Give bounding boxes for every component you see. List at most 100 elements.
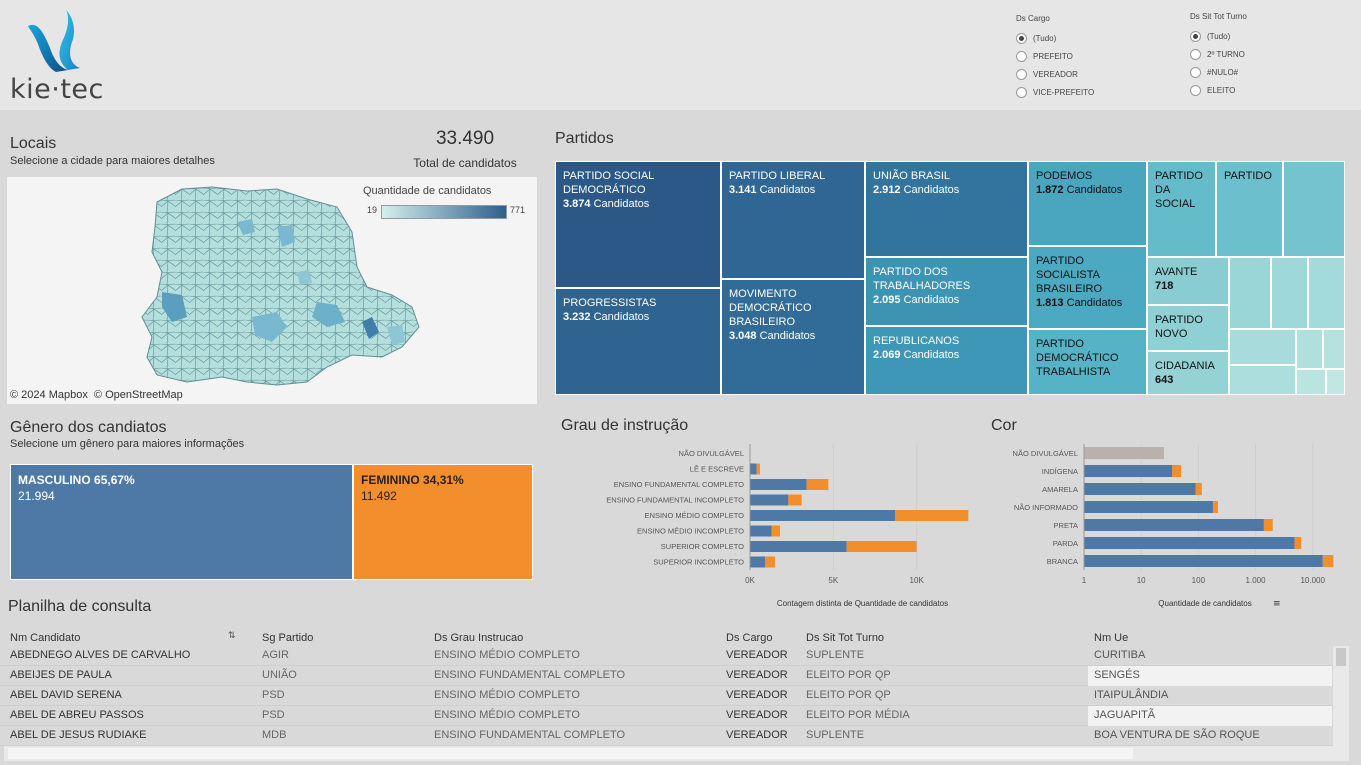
- x-axis-label: Quantidade de candidatos: [1158, 599, 1251, 608]
- horizontal-scrollbar[interactable]: [4, 746, 1349, 761]
- table-row[interactable]: ABEL DE JESUS RUDIAKE MDB ENSINO FUNDAME…: [0, 726, 1333, 746]
- treemap-cell-unit: Candidatos: [593, 198, 650, 210]
- treemap-cell-psb[interactable]: PARTIDO SOCIALISTA BRASILEIRO 1.813 Cand…: [1028, 246, 1147, 329]
- treemap-cell-small[interactable]: [1283, 161, 1345, 257]
- treemap-cell-partido-da-social[interactable]: PARTIDO DA SOCIAL: [1147, 161, 1216, 257]
- x-tick-label: 10K: [910, 576, 925, 585]
- col-header-sg-partido[interactable]: Sg Partido: [262, 632, 314, 644]
- treemap-cell-small[interactable]: [1308, 257, 1345, 329]
- treemap-cell-pdt[interactable]: PARTIDO DEMOCRÁTICO TRABALHISTA: [1028, 329, 1147, 395]
- vertical-scrollbar-thumb[interactable]: [1336, 648, 1346, 666]
- treemap-cell-unit: Candidatos: [593, 311, 650, 323]
- treemap-cell-pl[interactable]: PARTIDO LIBERAL 3.141 Candidatos: [721, 161, 865, 279]
- treemap-cell-psd[interactable]: PARTIDO SOCIAL DEMOCRÁTICO 3.874 Candida…: [555, 161, 721, 288]
- genero-subtitle: Selecione um gênero para maiores informa…: [10, 438, 245, 450]
- map[interactable]: Quantidade de candidatos 19 771 © 2024 M…: [7, 177, 537, 404]
- cell-nm-candidato: ABEL DE JESUS RUDIAKE: [10, 729, 147, 741]
- genero-feminino[interactable]: FEMININO 34,31% 11.492: [353, 464, 533, 580]
- y-tick-label: ENSINO FUNDAMENTAL COMPLETO: [614, 480, 744, 489]
- treemap-cell-mdb[interactable]: MOVIMENTO DEMOCRÁTICO BRASILEIRO 3.048 C…: [721, 279, 865, 395]
- treemap-cell-small[interactable]: [1229, 257, 1271, 329]
- treemap-cell-value: 3.874: [563, 198, 591, 210]
- col-header-nm-candidato[interactable]: Nm Candidato: [10, 632, 81, 644]
- radio-selected-icon[interactable]: [1190, 30, 1201, 42]
- treemap-cell-republicanos[interactable]: REPUBLICANOS 2.069 Candidatos: [865, 326, 1028, 395]
- treemap-cell-partido[interactable]: PARTIDO: [1216, 161, 1283, 257]
- treemap-cell-pp[interactable]: PROGRESSISTAS 3.232 Candidatos: [555, 288, 721, 395]
- col-header-ds-grau[interactable]: Ds Grau Instrucao: [434, 632, 524, 644]
- logo: [22, 8, 92, 78]
- total-label: Total de candidatos: [413, 156, 517, 170]
- y-tick-label: BRANCA: [1047, 557, 1078, 566]
- filter-turno-option[interactable]: (Tudo): [1190, 27, 1330, 45]
- treemap-cell-unit: Candidatos: [759, 184, 816, 196]
- sort-icon[interactable]: ≡: [1273, 599, 1281, 609]
- treemap-cell-small[interactable]: [1323, 329, 1345, 369]
- cell-sg-partido: PSD: [262, 689, 285, 701]
- bar: [1084, 501, 1213, 513]
- filter-cargo-option-label: (Tudo): [1033, 33, 1057, 43]
- genero-masculino[interactable]: MASCULINO 65,67% 21.994: [10, 464, 353, 580]
- table-row[interactable]: ABEL DAVID SERENA PSD ENSINO MÉDIO COMPL…: [0, 686, 1333, 706]
- filter-turno-option[interactable]: #NULO#: [1190, 63, 1330, 81]
- treemap-cell-small[interactable]: [1296, 329, 1323, 369]
- radio-icon[interactable]: [1016, 50, 1027, 62]
- vertical-scrollbar[interactable]: [1333, 646, 1349, 746]
- radio-icon[interactable]: [1016, 68, 1027, 80]
- horizontal-scrollbar-thumb[interactable]: [8, 748, 1133, 759]
- genero-masculino-label: MASCULINO: [18, 473, 91, 487]
- treemap-cell-novo[interactable]: PARTIDO NOVO: [1147, 305, 1229, 351]
- bar: [806, 479, 829, 490]
- col-header-ds-sit[interactable]: Ds Sit Tot Turno: [806, 632, 885, 644]
- cell-ds-sit: ELEITO POR QP: [806, 669, 891, 681]
- treemap-cell-podemos[interactable]: PODEMOS 1.872 Candidatos: [1028, 161, 1147, 246]
- treemap-cell-unit: Candidatos: [903, 349, 960, 361]
- treemap-cell-small[interactable]: [1271, 257, 1308, 329]
- filter-cargo: Ds Cargo (Tudo) PREFEITO VEREADOR VICE-P…: [1016, 14, 1156, 101]
- table-row[interactable]: ABEIJES DE PAULA UNIÃO ENSINO FUNDAMENTA…: [0, 666, 1333, 686]
- treemap-cell-unit: Candidatos: [759, 330, 816, 342]
- filter-turno-option[interactable]: ELEITO: [1190, 81, 1330, 99]
- bar: [1195, 483, 1202, 495]
- filter-cargo-option[interactable]: VICE-PREFEITO: [1016, 83, 1156, 101]
- treemap-cell-small[interactable]: [1229, 365, 1296, 395]
- filter-cargo-option[interactable]: VEREADOR: [1016, 65, 1156, 83]
- treemap-cell-name: AVANTE: [1155, 266, 1198, 278]
- table-row[interactable]: ABEDNEGO ALVES DE CARVALHO AGIR ENSINO M…: [0, 646, 1333, 666]
- treemap-cell-name: PARTIDO NOVO: [1155, 314, 1203, 340]
- treemap-cell-unit: Candidatos: [903, 294, 960, 306]
- radio-icon[interactable]: [1016, 86, 1027, 98]
- radio-selected-icon[interactable]: [1016, 32, 1027, 44]
- treemap-cell-name: MOVIMENTO DEMOCRÁTICO BRASILEIRO: [729, 288, 812, 328]
- partidos-treemap: PARTIDO SOCIAL DEMOCRÁTICO 3.874 Candida…: [555, 161, 1345, 395]
- col-header-ds-cargo[interactable]: Ds Cargo: [726, 632, 773, 644]
- treemap-cell-pt[interactable]: PARTIDO DOS TRABALHADORES 2.095 Candidat…: [865, 257, 1028, 326]
- radio-icon[interactable]: [1190, 48, 1201, 60]
- treemap-cell-small[interactable]: [1229, 329, 1296, 365]
- treemap-cell-cidadania[interactable]: CIDADANIA 643: [1147, 351, 1229, 395]
- col-header-nm-ue[interactable]: Nm Ue: [1094, 632, 1129, 644]
- radio-icon[interactable]: [1190, 84, 1201, 96]
- total-value: 33.490: [435, 128, 495, 149]
- logo-text: kie·tec: [10, 74, 104, 105]
- map-legend-title: Quantidade de candidatos: [363, 185, 492, 197]
- filter-cargo-option[interactable]: (Tudo): [1016, 29, 1156, 47]
- filter-cargo-title: Ds Cargo: [1016, 14, 1050, 23]
- x-tick-label: 0K: [745, 576, 755, 585]
- parana-map[interactable]: [7, 177, 537, 404]
- table-row[interactable]: ABEL DE ABREU PASSOS PSD ENSINO MÉDIO CO…: [0, 706, 1333, 726]
- treemap-cell-small[interactable]: [1326, 369, 1345, 395]
- treemap-cell-uniao[interactable]: UNIÃO BRASIL 2.912 Candidatos: [865, 161, 1028, 257]
- cell-ds-cargo: VEREADOR: [726, 669, 788, 681]
- filter-cargo-option[interactable]: PREFEITO: [1016, 47, 1156, 65]
- y-tick-label: SUPERIOR INCOMPLETO: [653, 558, 744, 567]
- radio-icon[interactable]: [1190, 66, 1201, 78]
- sort-icon[interactable]: ⇅: [228, 630, 236, 640]
- treemap-cell-avante[interactable]: AVANTE 718: [1147, 257, 1229, 305]
- cell-sg-partido: MDB: [262, 729, 287, 741]
- grau-title: Grau de instrução: [561, 417, 689, 434]
- filter-turno-option[interactable]: 2º TURNO: [1190, 45, 1330, 63]
- treemap-cell-small[interactable]: [1296, 369, 1326, 395]
- cell-ds-cargo: VEREADOR: [726, 729, 788, 741]
- y-tick-label: INDÍGENA: [1042, 467, 1078, 476]
